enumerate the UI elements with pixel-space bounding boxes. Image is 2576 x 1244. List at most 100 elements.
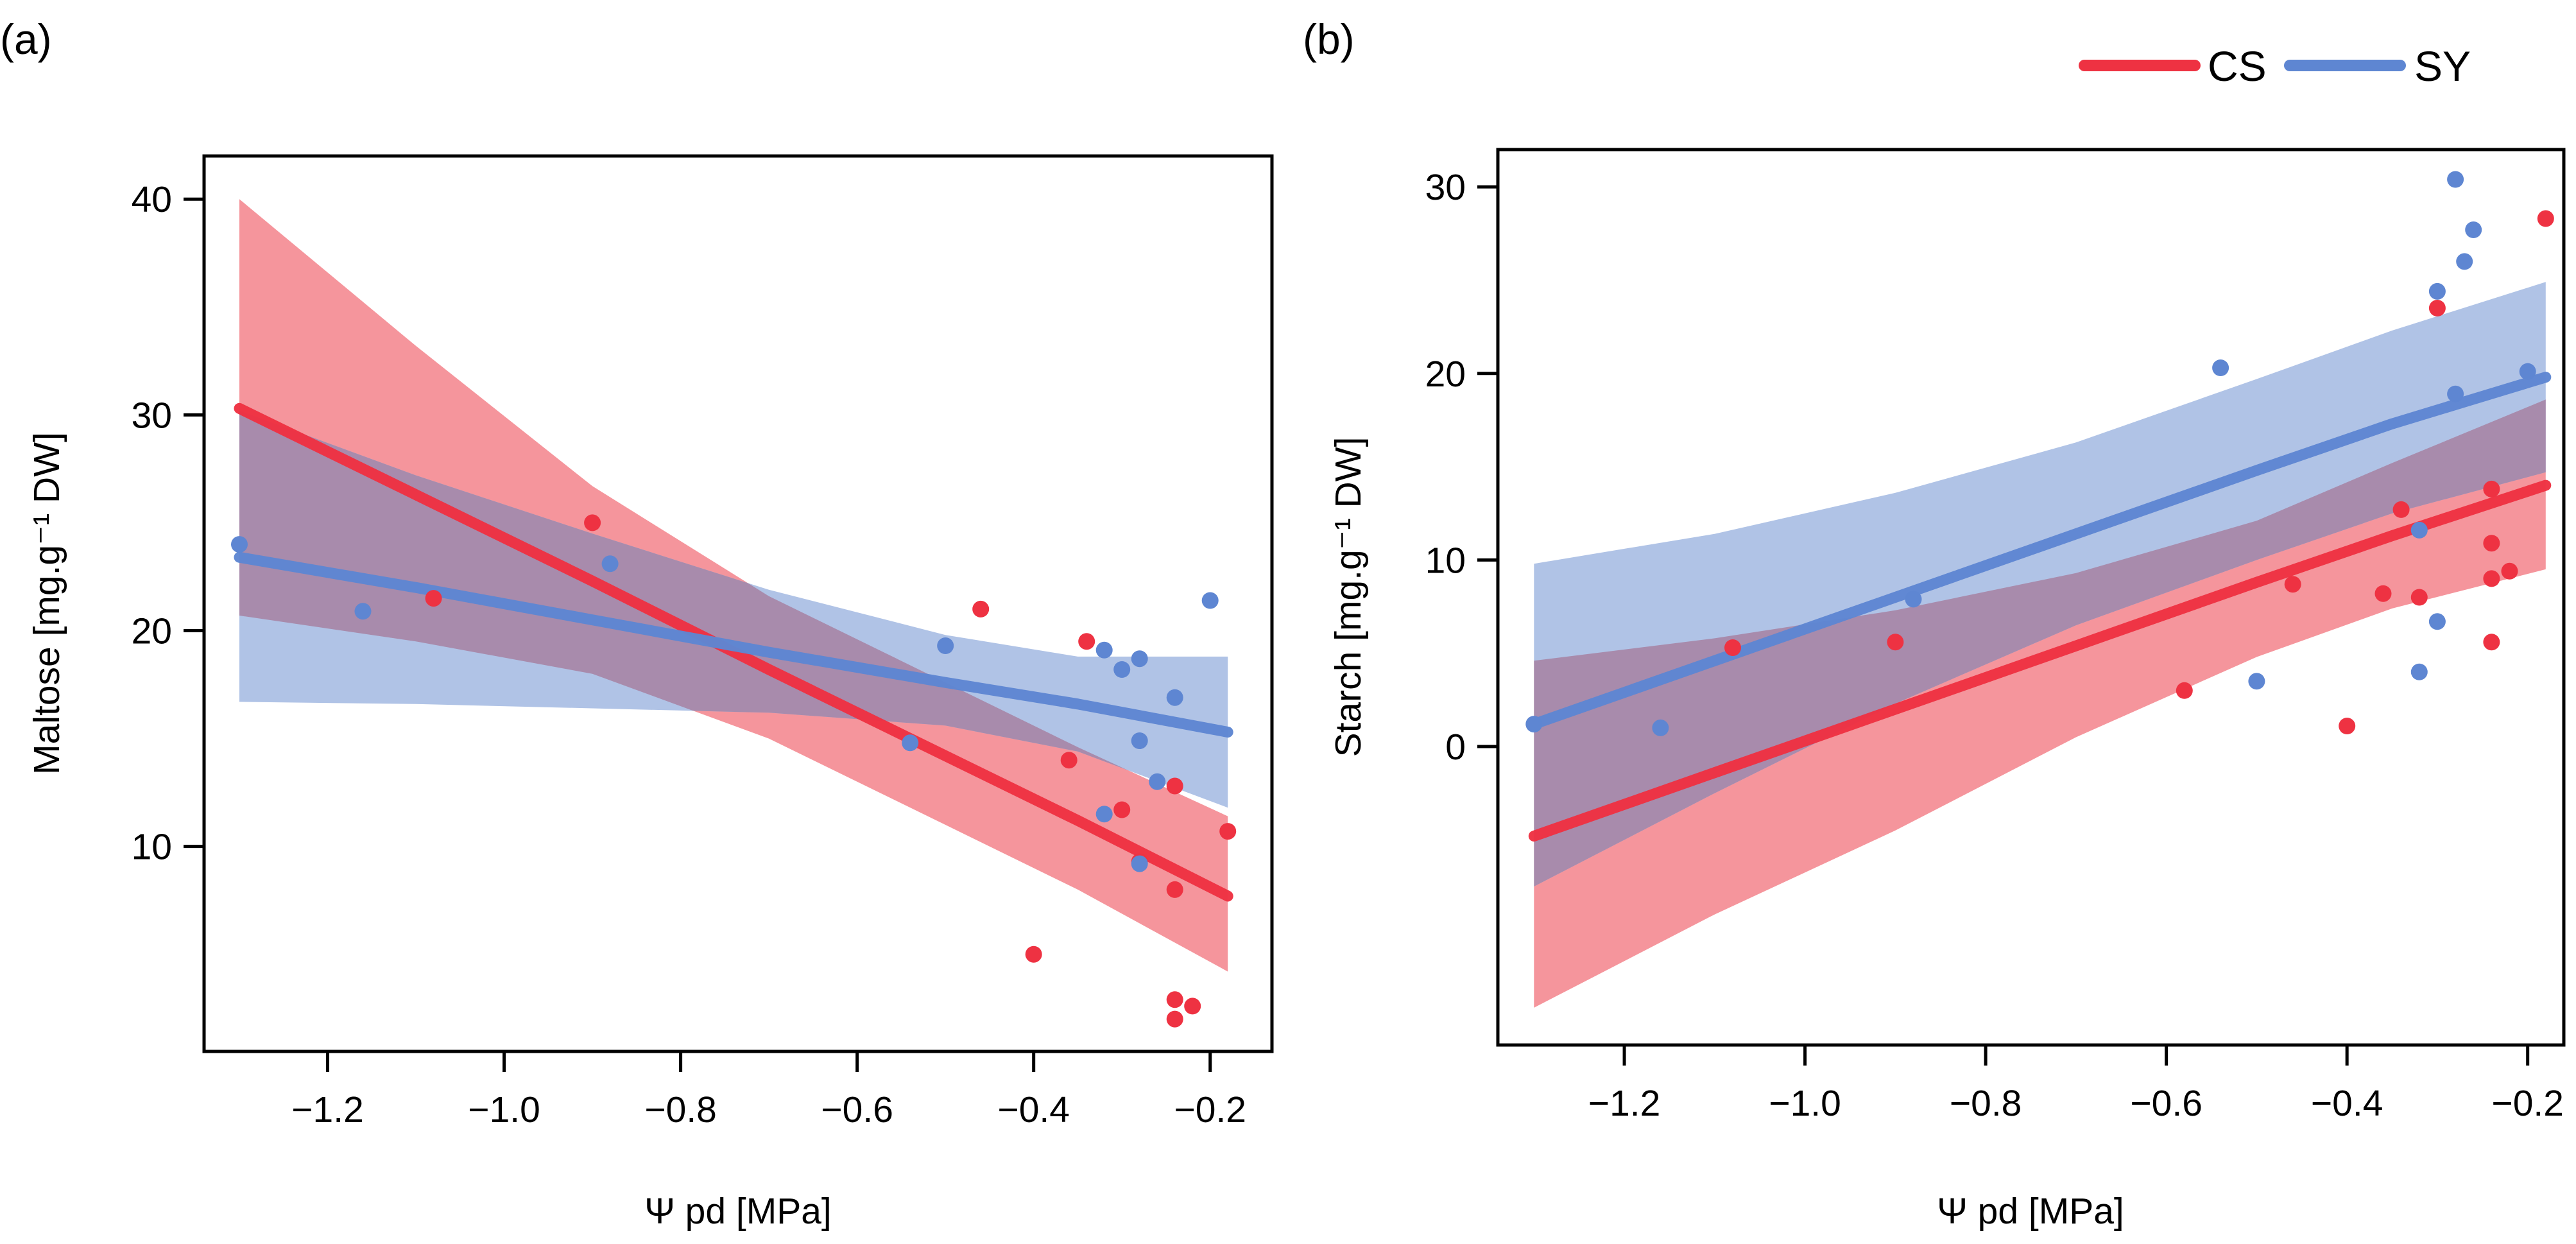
panel-b-cs-point bbox=[2483, 535, 2500, 552]
panel-a-x-tick-label: −0.2 bbox=[1174, 1089, 1246, 1130]
panel-b-cs-point bbox=[2176, 682, 2193, 699]
panel-b-x-tick-label: −1.2 bbox=[1588, 1083, 1661, 1124]
panel-a-sy-point bbox=[231, 536, 248, 553]
panel-b-cs-point bbox=[2537, 210, 2554, 227]
panel-a-cs-point bbox=[1078, 633, 1095, 650]
panel-b-sy-point bbox=[2519, 363, 2536, 380]
panel-a-sy-point bbox=[1095, 806, 1113, 823]
panel-b-sy-point bbox=[2456, 253, 2473, 270]
panel-b-sy-point bbox=[2428, 613, 2446, 630]
panel-b-cs-confidence-band bbox=[1534, 399, 2546, 1008]
panel-a-sy-point bbox=[1201, 592, 1219, 609]
panel-b-sy-point bbox=[2428, 282, 2446, 300]
panel-a-sy-point bbox=[1149, 773, 1166, 790]
panel-b-sy-point bbox=[1652, 719, 1669, 736]
panel-b-x-tick-label: −0.6 bbox=[2130, 1083, 2202, 1124]
panel-a-x-tick-label: −0.6 bbox=[821, 1089, 893, 1130]
panel-b-sy-point bbox=[2410, 663, 2428, 680]
panel-a-y-tick-label: 30 bbox=[132, 395, 172, 436]
panel-a-y-axis-title: Maltose [mg.g⁻¹ DW] bbox=[26, 432, 67, 775]
panel-b-sy-point bbox=[1905, 591, 1922, 608]
panel-a-sy-fit-line bbox=[234, 551, 1233, 738]
panel-b-sy-point bbox=[2212, 359, 2229, 376]
panel-a-data-points bbox=[231, 514, 1237, 1028]
panel-a-sy-point bbox=[1095, 641, 1113, 659]
panel-b-sy-point bbox=[2248, 673, 2265, 690]
panel-b-cs-point bbox=[2501, 562, 2518, 580]
panel-b-cs-point bbox=[2483, 480, 2500, 497]
panel-b-y-tick-label: 20 bbox=[1425, 354, 1466, 395]
panel-b-cs-point bbox=[2483, 570, 2500, 587]
panel-a-cs-point bbox=[1184, 998, 1201, 1015]
panel-b-y-tick-label: 30 bbox=[1425, 167, 1466, 208]
panel-b-confidence-bands bbox=[1534, 282, 2546, 1008]
panel-a-x-axis: −1.2 −1.0 −0.8 −0.6 −0.4 −0.2 bbox=[291, 1050, 1246, 1130]
panel-a-x-tick-label: −0.8 bbox=[644, 1089, 717, 1130]
panel-b-y-tick-label: 10 bbox=[1425, 540, 1466, 581]
panel-b-x-tick-label: −0.4 bbox=[2311, 1083, 2383, 1124]
panel-b-sy-point bbox=[2410, 521, 2428, 539]
panel-a-x-tick-label: −1.0 bbox=[468, 1089, 540, 1130]
panel-a-fit-lines bbox=[234, 402, 1233, 902]
panel-a-sy-point bbox=[937, 637, 954, 654]
panel-b-sy-point bbox=[2465, 221, 2482, 238]
legend-cs-label: CS bbox=[2208, 42, 2267, 90]
panel-a-cs-point bbox=[1219, 823, 1237, 840]
panel-a-sy-point bbox=[354, 603, 372, 620]
panel-a-y-tick-label: 20 bbox=[132, 611, 172, 652]
panel-a-cs-point bbox=[1166, 1010, 1183, 1028]
panel-b-data-points bbox=[1525, 171, 2554, 736]
panel-a-cs-point bbox=[425, 590, 442, 607]
panel-b-cs-point bbox=[2392, 501, 2410, 518]
panel-a-maltose: (a) −1.2 −1.0 −0.8 −0.6 −0.4 −0.2 10 20 30 40 Ψ … bbox=[0, 15, 1274, 1232]
panel-a-cs-point bbox=[972, 600, 990, 618]
panel-a-cs-fit-line bbox=[234, 402, 1233, 902]
panel-a-sy-point bbox=[1131, 732, 1148, 749]
panel-a-y-axis: 10 20 30 40 bbox=[132, 179, 206, 868]
panel-a-cs-point bbox=[1166, 991, 1183, 1008]
legend: CS SY bbox=[2079, 42, 2471, 90]
panel-a-sy-point bbox=[601, 555, 619, 573]
panel-b-y-tick-label: 0 bbox=[1445, 727, 1466, 768]
panel-b-x-tick-label: −1.0 bbox=[1769, 1083, 1841, 1124]
panel-b-cs-point bbox=[2483, 634, 2500, 651]
panel-b-cs-point bbox=[2374, 585, 2392, 602]
panel-b-y-axis-title: Starch [mg.g⁻¹ DW] bbox=[1328, 437, 1369, 757]
panel-b-x-tick-label: −0.8 bbox=[1950, 1083, 2022, 1124]
panel-a-sy-point bbox=[1131, 855, 1148, 872]
panel-b-cs-point bbox=[2428, 300, 2446, 316]
panel-b-starch: (b) −1.2 −1.0 −0.8 −0.6 −0.4 −0.2 0 10 20 30 Ψ p… bbox=[1303, 15, 2566, 1232]
panel-a-sy-point bbox=[902, 734, 919, 752]
panel-b-cs-point bbox=[2410, 589, 2428, 606]
panel-b-sy-point bbox=[2447, 385, 2464, 402]
panel-a-cs-point bbox=[1166, 777, 1183, 795]
panel-a-label: (a) bbox=[0, 15, 52, 63]
panel-a-cs-point bbox=[1060, 752, 1078, 769]
panel-a-y-tick-label: 40 bbox=[132, 179, 172, 220]
panel-a-cs-point bbox=[1113, 801, 1131, 818]
panel-b-sy-point bbox=[2447, 171, 2464, 188]
panel-b-y-axis: 0 10 20 30 bbox=[1425, 167, 1500, 768]
panel-b-cs-point bbox=[2339, 718, 2356, 734]
panel-b-x-axis: −1.2 −1.0 −0.8 −0.6 −0.4 −0.2 bbox=[1588, 1043, 2564, 1124]
panel-a-cs-point bbox=[1166, 881, 1183, 898]
panel-b-cs-point bbox=[1724, 639, 1741, 656]
panel-b-cs-point bbox=[2284, 576, 2301, 593]
panel-a-x-tick-label: −0.4 bbox=[997, 1089, 1070, 1130]
panel-a-sy-point bbox=[1131, 650, 1148, 668]
panel-b-label: (b) bbox=[1303, 15, 1355, 63]
panel-a-y-tick-label: 10 bbox=[132, 827, 172, 868]
legend-sy-label: SY bbox=[2414, 42, 2471, 90]
panel-a-sy-point bbox=[1166, 689, 1183, 706]
panel-b-x-tick-label: −0.2 bbox=[2491, 1083, 2564, 1124]
panel-b-x-axis-title: Ψ pd [MPa] bbox=[1937, 1191, 2124, 1232]
panel-b-cs-fit-line bbox=[1528, 479, 2552, 842]
panel-a-cs-point bbox=[584, 514, 601, 531]
panel-b-sy-point bbox=[1525, 716, 1543, 733]
panel-b-cs-point bbox=[1887, 634, 1904, 651]
panel-b-sy-fit-line bbox=[1528, 372, 2552, 730]
panel-a-x-tick-label: −1.2 bbox=[291, 1089, 364, 1130]
panel-a-x-axis-title: Ψ pd [MPa] bbox=[644, 1191, 832, 1232]
panel-b-fit-lines bbox=[1528, 372, 2552, 842]
